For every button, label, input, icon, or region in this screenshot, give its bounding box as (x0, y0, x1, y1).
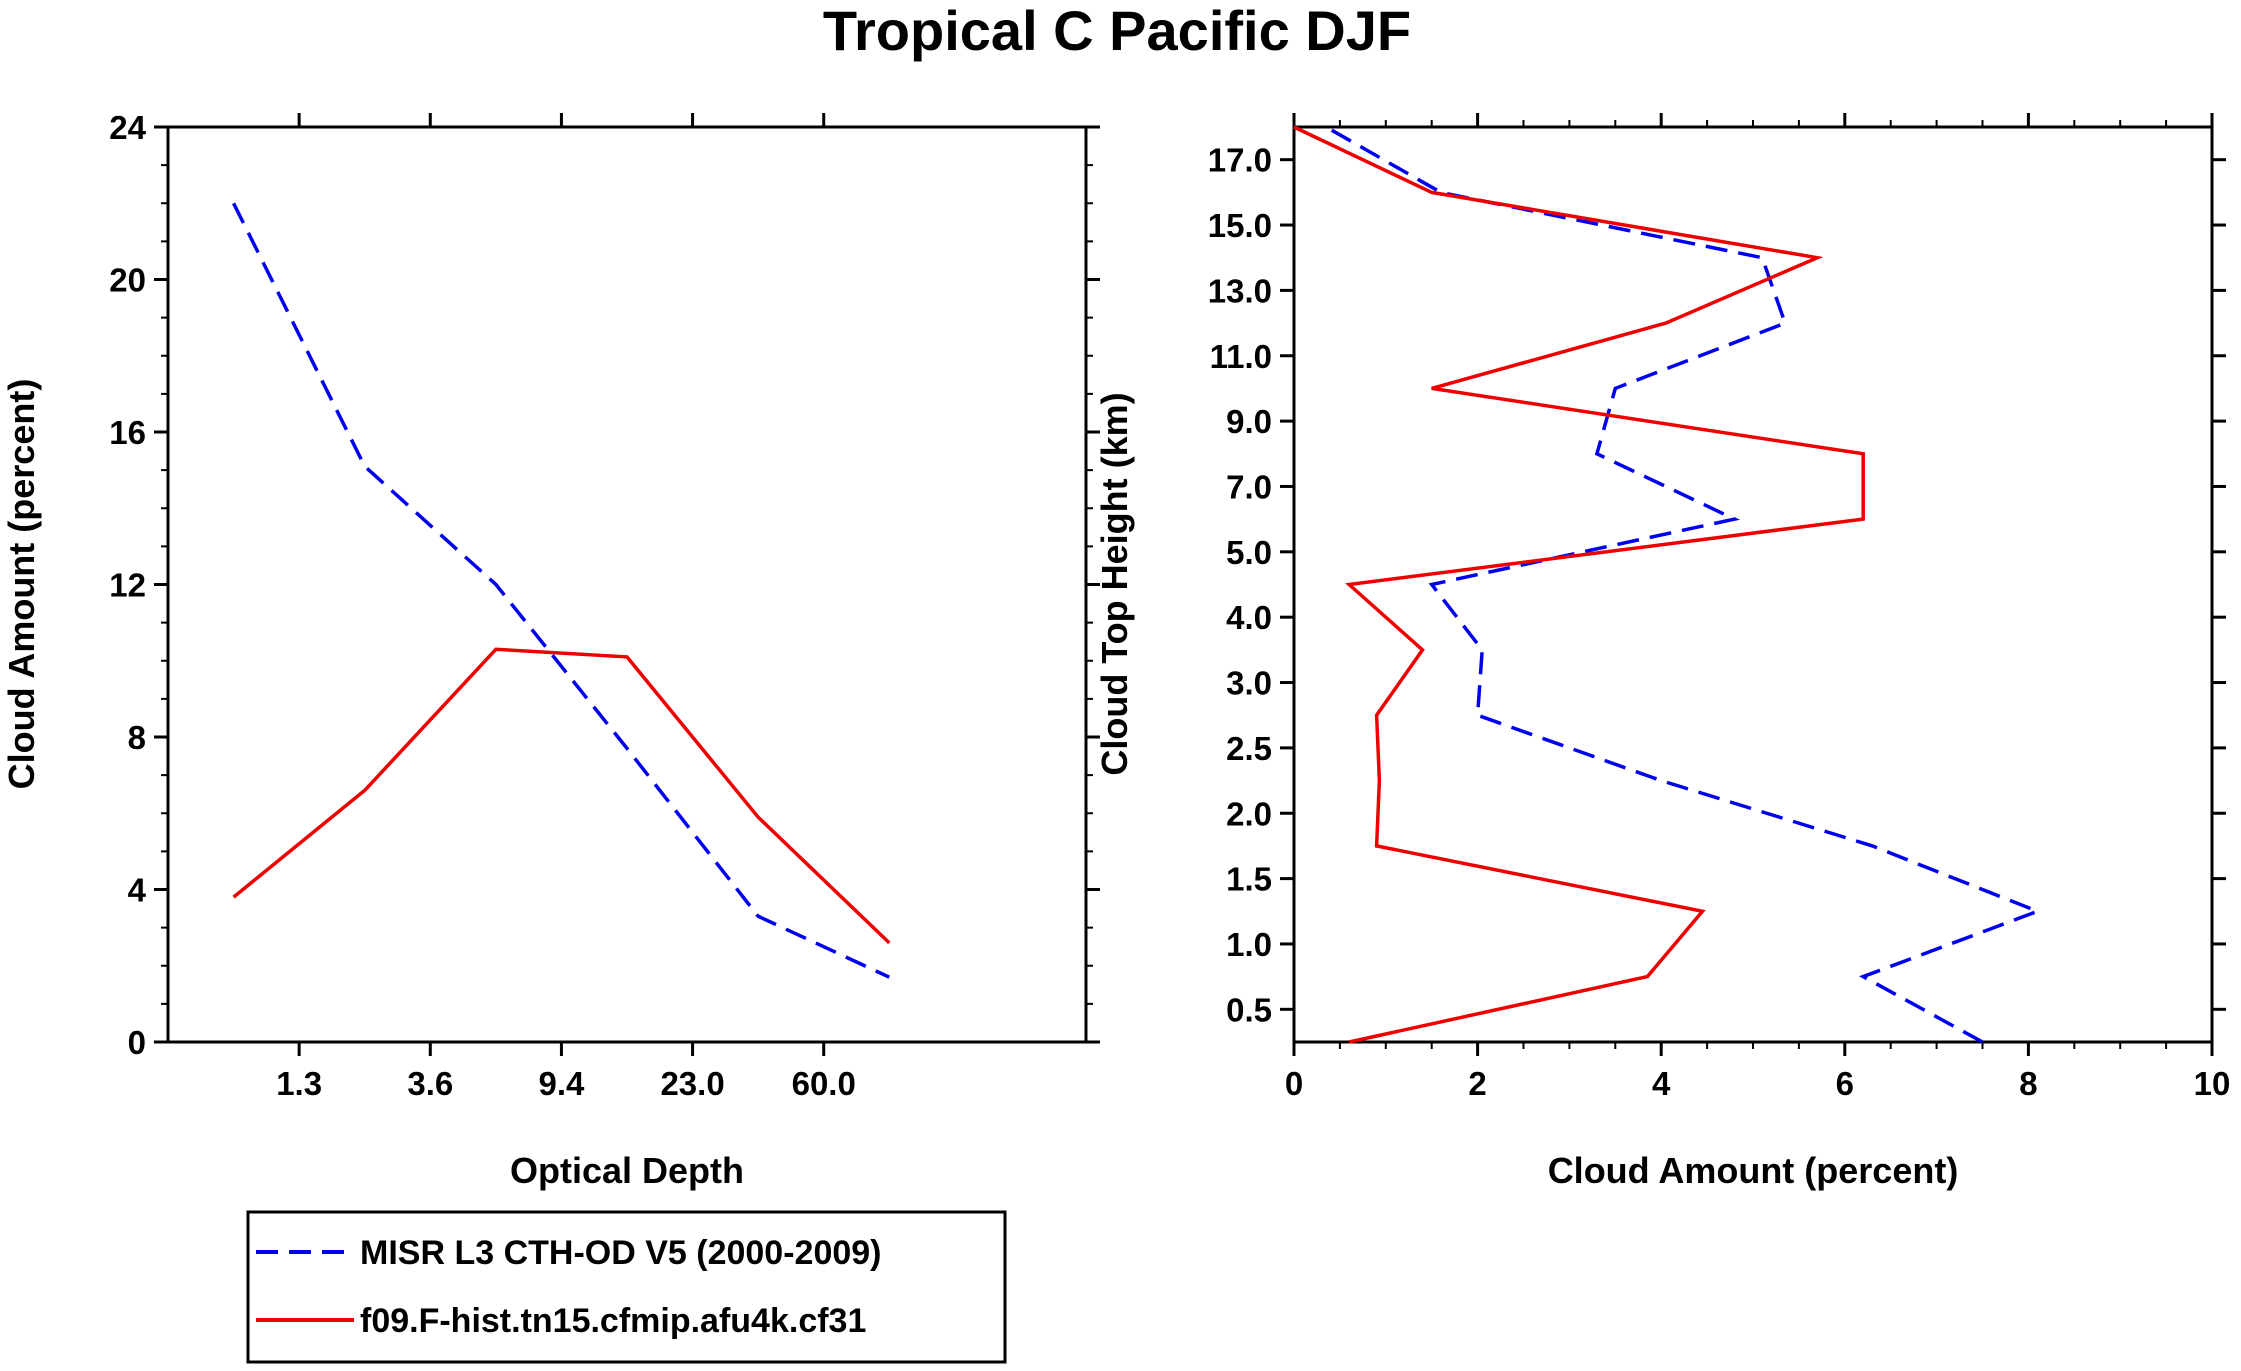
right-y-tick-label: 1.5 (1226, 861, 1272, 898)
left-x-tick-label: 23.0 (660, 1065, 724, 1102)
right-y-tick-label: 1.0 (1226, 926, 1272, 963)
left-y-tick-label: 16 (109, 414, 146, 451)
left-x-tick-label: 1.3 (276, 1065, 322, 1102)
left-y-tick-label: 0 (128, 1024, 146, 1061)
right-x-tick-label: 0 (1285, 1065, 1303, 1102)
series-line-obs (232, 202, 891, 979)
right-y-tick-label: 15.0 (1208, 207, 1272, 244)
right-y-tick-label: 0.5 (1226, 991, 1272, 1028)
right-panel-cloud-top-height: 0 2 4 6 8 10 0.5 1.0 1.5 2.0 2.5 3.0 4.0 5.0 7.0 9.0 11.… (1094, 113, 2230, 1191)
left-x-axis-label: Optical Depth (510, 1150, 744, 1191)
right-axis-ticks: 0 2 4 6 8 10 0.5 1.0 1.5 2.0 2.5 3.0 4.0 5.0 7.0 9.0 11.… (1208, 113, 2231, 1102)
right-y-tick-label: 2.5 (1226, 730, 1272, 767)
legend-label-obs: MISR L3 CTH-OD V5 (2000-2009) (360, 1234, 882, 1272)
left-y-tick-label: 8 (128, 719, 146, 756)
left-y-tick-label: 24 (109, 109, 146, 146)
left-series-lines (232, 202, 891, 979)
series-line-obs (1325, 125, 2043, 1044)
left-panel-optical-depth: 0 4 8 12 16 20 24 1.3 3.6 9.4 23.0 60.0 Optical Dep… (1, 109, 1100, 1191)
left-x-tick-label: 3.6 (407, 1065, 453, 1102)
right-y-tick-label: 5.0 (1226, 534, 1272, 571)
right-y-tick-label: 9.0 (1226, 403, 1272, 440)
right-x-tick-label: 6 (1836, 1065, 1854, 1102)
right-x-tick-label: 2 (1468, 1065, 1486, 1102)
right-y-tick-label: 17.0 (1208, 142, 1272, 179)
legend-box (246, 1210, 1007, 1364)
left-y-tick-label: 12 (109, 567, 146, 604)
left-y-axis-label: Cloud Amount (percent) (1, 379, 42, 790)
right-y-tick-label: 2.0 (1226, 795, 1272, 832)
right-y-tick-label: 13.0 (1208, 272, 1272, 309)
left-x-tick-label: 60.0 (792, 1065, 856, 1102)
legend-label-model: f09.F-hist.tn15.cfmip.afu4k.cf31 (360, 1302, 866, 1340)
left-x-tick-label: 9.4 (538, 1065, 585, 1102)
right-x-tick-label: 8 (2019, 1065, 2037, 1102)
left-y-tick-label: 4 (128, 872, 147, 909)
figure-title: Tropical C Pacific DJF (823, 0, 1411, 62)
left-y-tick-label: 20 (109, 262, 146, 299)
right-x-tick-label: 10 (2194, 1065, 2231, 1102)
series-line-model (1293, 125, 1865, 1044)
right-y-tick-label: 4.0 (1226, 599, 1272, 636)
right-x-axis-label: Cloud Amount (percent) (1548, 1150, 1959, 1191)
right-y-axis-label: Cloud Top Height (km) (1094, 392, 1135, 775)
right-y-tick-label: 7.0 (1226, 468, 1272, 505)
left-axis-ticks: 0 4 8 12 16 20 24 1.3 3.6 9.4 23.0 60.0 (109, 109, 1100, 1102)
right-x-tick-label: 4 (1652, 1065, 1671, 1102)
series-line-model (232, 647, 891, 945)
right-y-tick-label: 3.0 (1226, 665, 1272, 702)
legend: MISR L3 CTH-OD V5 (2000-2009) f09.F-hist… (246, 1210, 1007, 1364)
right-series-lines (1293, 125, 2043, 1044)
left-plot-frame (166, 125, 1088, 1044)
right-y-tick-label: 11.0 (1210, 338, 1272, 375)
